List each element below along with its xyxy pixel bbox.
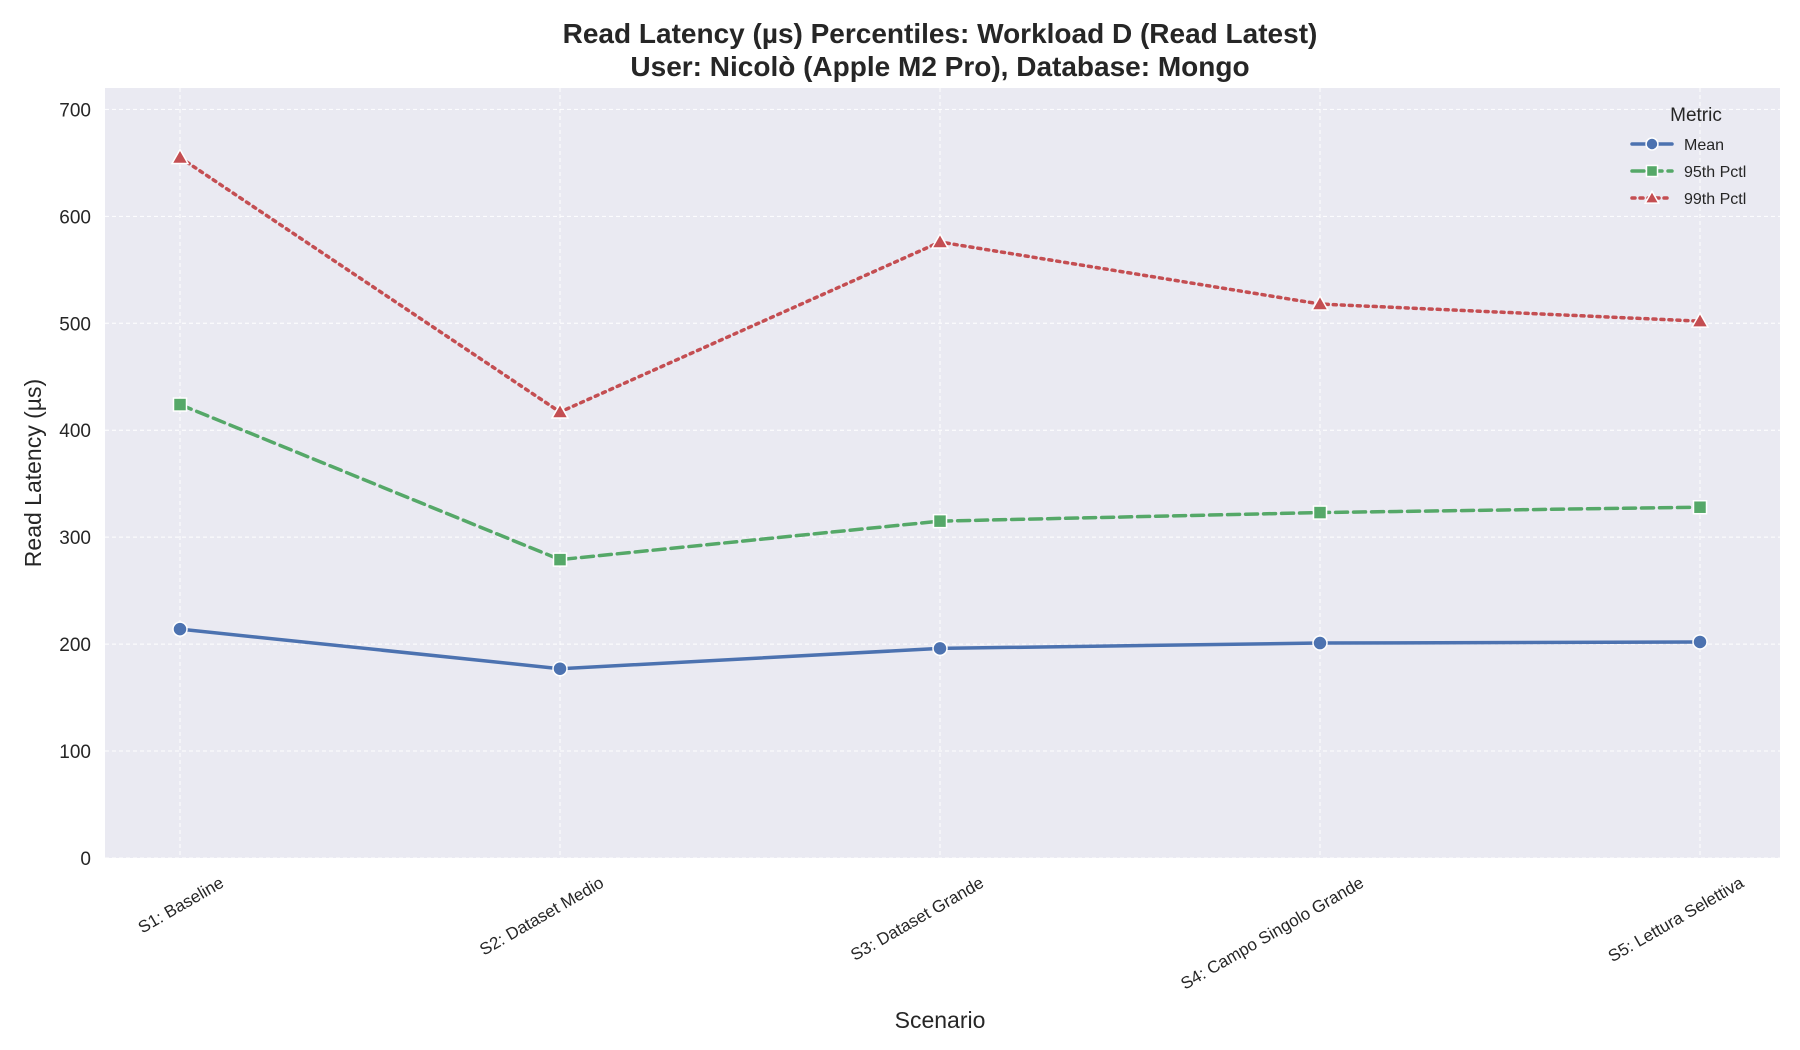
data-point bbox=[550, 402, 570, 419]
y-axis-label: Read Latency (µs) bbox=[20, 379, 46, 567]
y-ticks: 0 100 200 300 400 500 600 700 bbox=[59, 100, 91, 870]
series-lines bbox=[170, 148, 1710, 677]
y-tick-label: 200 bbox=[59, 635, 91, 656]
y-tick-label: 500 bbox=[59, 314, 91, 335]
data-point bbox=[172, 397, 188, 412]
data-point bbox=[172, 621, 188, 637]
data-point bbox=[170, 148, 190, 165]
legend: Metric Mean 95th Pctl 99th Pctl bbox=[1630, 105, 1746, 208]
data-point bbox=[1690, 311, 1710, 328]
legend-marker bbox=[1645, 137, 1659, 151]
legend-label: 95th Pctl bbox=[1684, 164, 1746, 181]
x-tick-label: S2: Dataset Medio bbox=[476, 873, 607, 959]
x-tick-label: S4: Campo Singolo Grande bbox=[1177, 873, 1367, 993]
chart-title: Read Latency (µs) Percentiles: Workload … bbox=[563, 18, 1318, 49]
x-ticks: S1: Baseline S2: Dataset Medio S3: Dataset… bbox=[135, 873, 1748, 994]
plot-area bbox=[105, 88, 1780, 858]
data-point bbox=[552, 552, 568, 567]
data-point bbox=[932, 513, 948, 529]
legend-marker bbox=[1645, 164, 1659, 178]
data-point bbox=[1312, 635, 1328, 651]
x-tick-label: S5: Lettura Selettiva bbox=[1605, 873, 1748, 966]
data-point bbox=[1692, 499, 1708, 515]
chart-subtitle: User: Nicolò (Apple M2 Pro), Database: M… bbox=[630, 51, 1249, 82]
legend-title: Metric bbox=[1670, 105, 1722, 126]
data-point bbox=[552, 660, 568, 677]
y-tick-label: 600 bbox=[59, 207, 91, 228]
y-tick-label: 700 bbox=[59, 100, 91, 121]
data-point bbox=[932, 640, 948, 657]
x-tick-label: S3: Dataset Grande bbox=[847, 873, 987, 965]
y-tick-label: 400 bbox=[59, 421, 91, 442]
y-tick-label: 300 bbox=[59, 528, 91, 549]
legend-marker bbox=[1643, 189, 1661, 204]
x-axis-label: Scenario bbox=[895, 1007, 986, 1033]
data-point bbox=[1310, 294, 1330, 311]
y-tick-label: 100 bbox=[59, 742, 91, 763]
data-point bbox=[930, 232, 950, 249]
legend-label: Mean bbox=[1684, 137, 1724, 154]
data-point bbox=[1312, 505, 1328, 520]
legend-label: 99th Pctl bbox=[1684, 191, 1746, 208]
y-tick-label: 0 bbox=[80, 849, 91, 870]
data-point bbox=[1692, 634, 1708, 650]
x-tick-label: S1: Baseline bbox=[135, 873, 227, 937]
